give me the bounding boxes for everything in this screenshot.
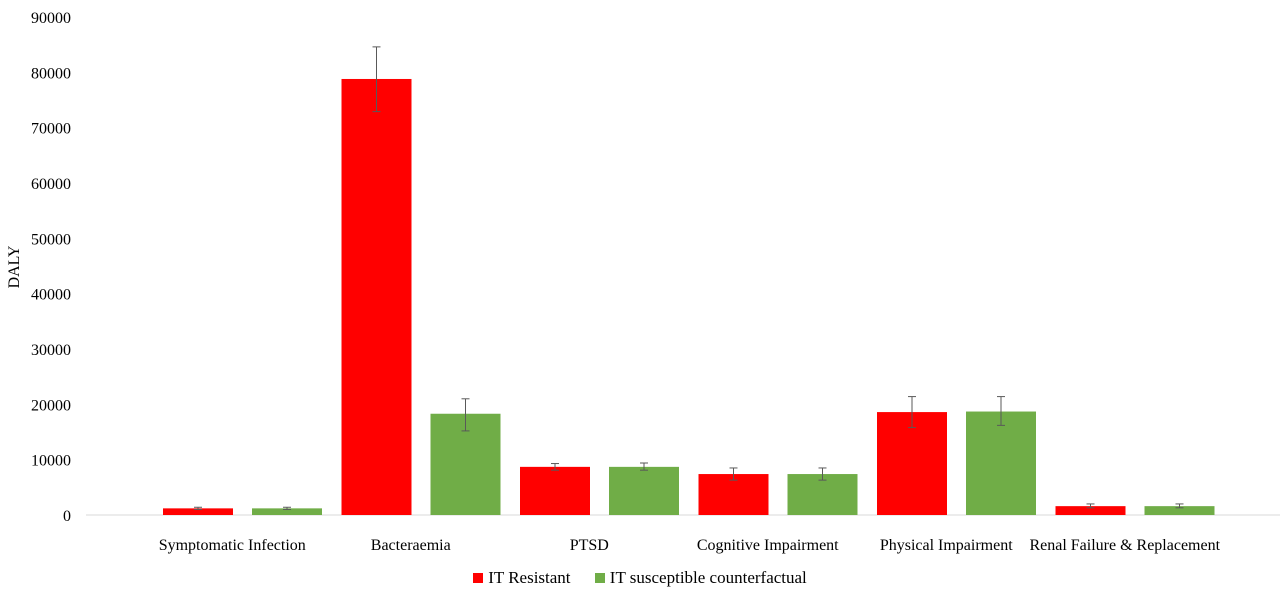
bar-susceptible (787, 474, 858, 515)
legend-label-susceptible: IT susceptible counterfactual (609, 568, 807, 587)
bar-susceptible (966, 411, 1036, 515)
x-category-label: Symptomatic Infection (159, 537, 306, 554)
legend-swatch-resistant (473, 573, 484, 583)
bar-susceptible (1144, 506, 1215, 515)
error-bar (194, 506, 202, 510)
x-category-label: Cognitive Impairment (697, 537, 839, 554)
y-tick-label: 40000 (31, 287, 71, 304)
bar-susceptible (609, 466, 679, 515)
y-tick-label: 60000 (31, 176, 71, 193)
y-tick-label: 80000 (31, 65, 71, 82)
bar-resistant (877, 412, 947, 515)
y-axis-ticks: 0 10000 20000 30000 40000 50000 60000 70000 8000… (31, 10, 71, 525)
x-category-label: PTSD (570, 537, 609, 554)
error-bar (372, 46, 381, 113)
error-bar (551, 463, 559, 471)
error-bars-group (194, 46, 1184, 510)
legend-label-resistant: IT Resistant (488, 568, 571, 587)
bar-resistant (520, 466, 590, 515)
bars-group (163, 78, 1215, 516)
x-category-label: Physical Impairment (880, 537, 1013, 554)
bar-resistant (1055, 506, 1126, 515)
error-bar (729, 467, 738, 481)
y-tick-label: 90000 (31, 10, 71, 27)
category-labels: Symptomatic Infection Bacteraemia PTSD Cogn… (159, 537, 1221, 554)
error-bar (461, 398, 470, 432)
y-tick-label: 30000 (31, 342, 71, 359)
y-tick-label: 50000 (31, 231, 71, 248)
x-category-label: Renal Failure & Replacement (1029, 537, 1220, 554)
error-bar (997, 396, 1005, 426)
y-axis-title: DALY (6, 245, 23, 288)
error-bar (640, 462, 648, 471)
legend-item-susceptible: IT susceptible counterfactual (594, 568, 807, 588)
y-tick-label: 70000 (31, 121, 71, 138)
legend: IT Resistant IT susceptible counterfactu… (0, 568, 1280, 588)
error-bar (908, 396, 916, 429)
bar-resistant (698, 474, 769, 515)
legend-item-resistant: IT Resistant (473, 568, 571, 588)
bar-susceptible (252, 508, 322, 515)
x-category-label: Bacteraemia (371, 537, 451, 554)
legend-swatch-susceptible (594, 573, 605, 583)
y-tick-label: 10000 (31, 453, 71, 470)
y-tick-label: 0 (63, 508, 71, 525)
bar-resistant (341, 78, 412, 516)
error-bar (1175, 503, 1184, 509)
y-tick-label: 20000 (31, 397, 71, 414)
error-bar (283, 506, 291, 510)
bar-resistant (163, 508, 233, 515)
error-bar (1086, 503, 1095, 509)
error-bar (818, 467, 827, 481)
